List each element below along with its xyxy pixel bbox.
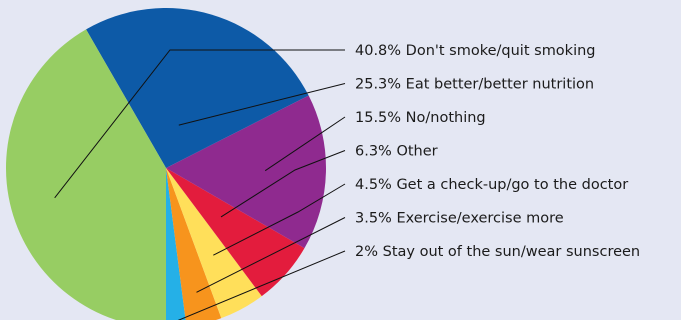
- slice-label-3: 6.3% Other: [355, 144, 438, 160]
- pie-slice-0: [5, 29, 166, 320]
- pie-slice-4: [166, 168, 262, 319]
- leader-line-2: [264, 116, 346, 172]
- leader-line-3: [220, 150, 346, 218]
- leader-line-4: [213, 183, 346, 256]
- slice-label-1: 25.3% Eat better/better nutrition: [355, 77, 594, 93]
- slice-label-0: 40.8% Don't smoke/quit smoking: [355, 43, 596, 59]
- slice-label-6: 2% Stay out of the sun/wear sunscreen: [355, 244, 640, 260]
- pie-slice-1: [86, 7, 309, 169]
- leader-lines: [54, 49, 346, 320]
- pie-slice-6: [166, 168, 186, 320]
- pie-slices: [5, 7, 327, 320]
- leader-line-5: [196, 217, 346, 293]
- pie-slice-2: [166, 95, 327, 249]
- slice-label-2: 15.5% No/nothing: [355, 110, 486, 126]
- leader-line-1: [178, 83, 346, 126]
- leader-line-6: [177, 250, 346, 320]
- pie-slice-3: [166, 168, 305, 297]
- slice-label-4: 4.5% Get a check-up/go to the doctor: [355, 177, 628, 193]
- leader-line-0: [54, 49, 345, 199]
- pie-slice-5: [166, 168, 222, 320]
- slice-label-5: 3.5% Exercise/exercise more: [355, 211, 564, 227]
- slice-labels: 40.8% Don't smoke/quit smoking 25.3% Eat …: [355, 43, 640, 260]
